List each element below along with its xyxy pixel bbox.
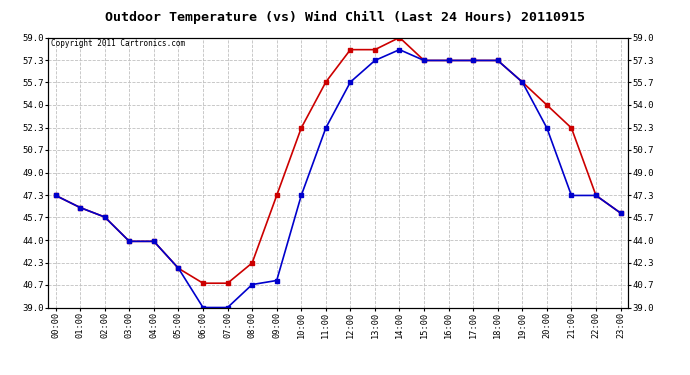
Text: Outdoor Temperature (vs) Wind Chill (Last 24 Hours) 20110915: Outdoor Temperature (vs) Wind Chill (Las… <box>105 11 585 24</box>
Text: Copyright 2011 Cartronics.com: Copyright 2011 Cartronics.com <box>51 39 186 48</box>
